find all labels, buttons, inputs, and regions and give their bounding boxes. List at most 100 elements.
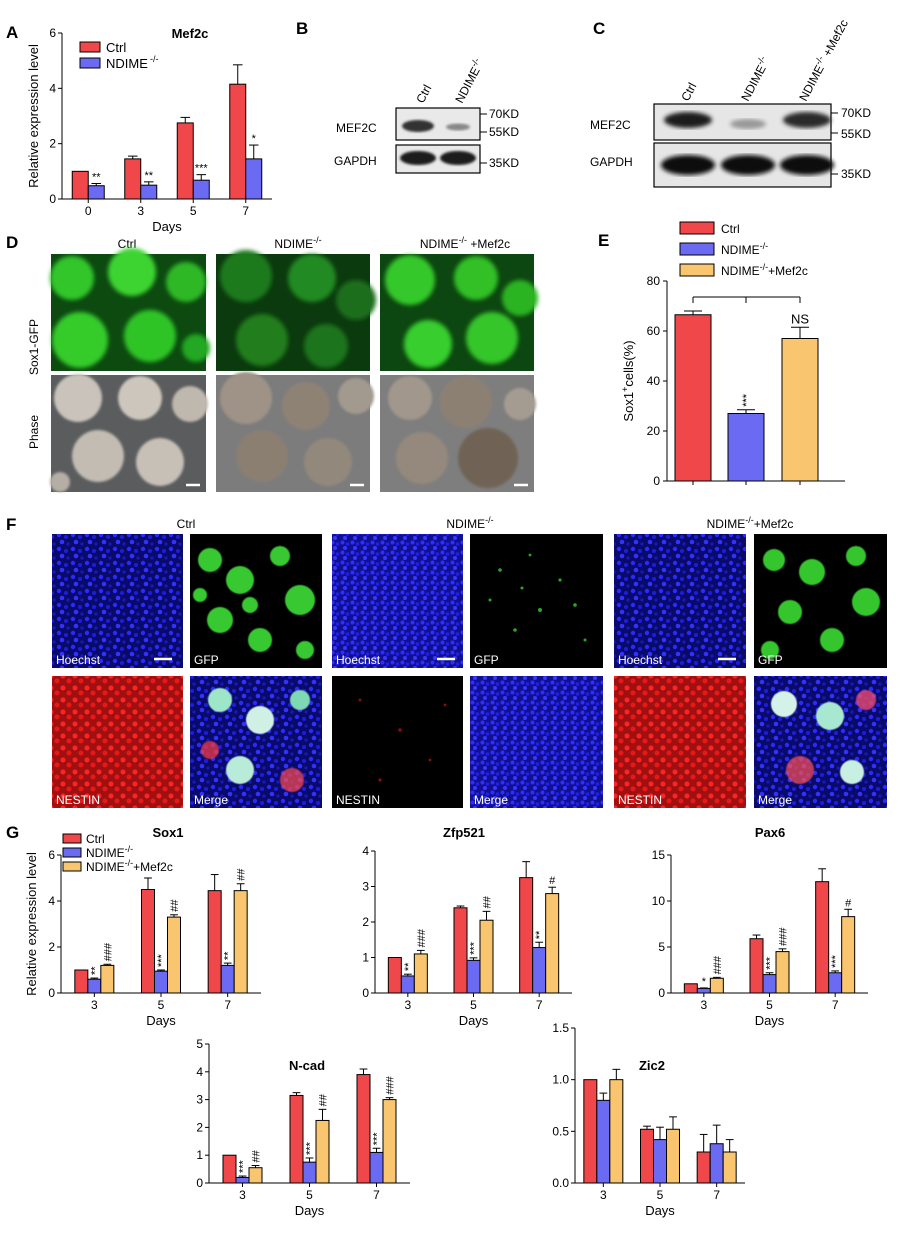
panel-a: A 0 2 4 6 0 ** 3 ** 5 *** 7 * Mef2c Days Relative expr…: [6, 23, 272, 234]
marker-35kd: 35KD: [489, 156, 519, 170]
x-tick-label: 5: [190, 204, 197, 218]
significance-label: ***: [156, 953, 168, 967]
bar: [609, 1079, 624, 1184]
group-label-ndime-mef2c: NDIME-/-+Mef2c: [707, 515, 794, 531]
y-tick-label: 0: [362, 986, 369, 1000]
col-label-ctrl: Ctrl: [118, 237, 137, 251]
panel-letter-d: D: [6, 233, 18, 252]
bar: [302, 1161, 317, 1184]
legend-swatch-ndime: [79, 57, 101, 69]
nestin-tile-ndime: [332, 676, 463, 808]
bar: [176, 122, 194, 200]
significance-label: ##: [482, 895, 494, 908]
bar: [519, 877, 534, 994]
bar: [674, 314, 712, 482]
y-tick-label: 3: [362, 880, 369, 894]
row-label-mef2c: MEF2C: [590, 118, 631, 132]
y-tick-label: 2: [362, 915, 369, 929]
bar: [709, 1143, 724, 1184]
chart-title: Mef2c: [172, 26, 209, 41]
band: [780, 155, 834, 175]
phase-tile-ndime: [216, 372, 374, 492]
chart-mef2c: 0 2 4 6 0 ** 3 ** 5 *** 7 * Mef2c Days Relative expres…: [26, 26, 272, 234]
bar: [466, 959, 481, 994]
bar: [841, 916, 856, 994]
significance-label: ##: [236, 868, 248, 881]
significance-label: ***: [195, 163, 209, 175]
bar: [722, 1151, 737, 1184]
bar: [382, 1099, 397, 1184]
bar: [207, 890, 222, 994]
bar: [140, 184, 158, 200]
legend-swatch-ctrl: [62, 833, 82, 844]
lane-label-ndime-mef2c: NDIME-/- +Mef2c: [795, 16, 851, 103]
significance-label: ##: [251, 1149, 263, 1162]
x-axis-label: Days: [152, 219, 182, 234]
bar: [596, 1099, 611, 1184]
hoechst-tile-ndime: [332, 534, 463, 668]
gfp-tile-f-ctrl: [190, 534, 322, 668]
bar: [167, 916, 181, 994]
significance-label: ###: [712, 955, 724, 974]
y-tick-label: 1.0: [552, 1073, 569, 1087]
tile-label-gfp: GFP: [758, 653, 783, 667]
bar: [315, 1119, 330, 1184]
significance-label: ***: [741, 393, 753, 407]
tile-label-hoechst: Hoechst: [618, 653, 663, 667]
bar: [192, 179, 210, 200]
legend-ctrl: Ctrl: [86, 832, 105, 846]
gfp-tile-f-ndime: [470, 534, 603, 668]
row-label-sox1gfp: Sox1-GFP: [27, 319, 41, 375]
chart-title: N-cad: [289, 1058, 325, 1073]
group-label-ndime: NDIME-/-: [446, 515, 493, 531]
significance-label: **: [403, 962, 415, 971]
bar: [141, 889, 155, 994]
significance-label: **: [92, 172, 101, 184]
bar: [222, 1154, 237, 1184]
row-label-gapdh: GAPDH: [334, 154, 377, 168]
y-tick-label: 6: [48, 848, 55, 862]
significance-label: ###: [385, 1075, 397, 1094]
bar: [387, 957, 402, 994]
significance-label: #: [549, 875, 556, 887]
legend-ndime-sup: -/-: [150, 54, 159, 64]
y-tick-label: 20: [647, 424, 661, 438]
significance-label: ***: [238, 1159, 250, 1173]
y-tick-label: 0: [658, 986, 665, 1000]
chart-sox1-cells: 0 20 40 60 80 *** NS Sox1+cells(%): [620, 274, 845, 488]
y-tick-label: 0: [48, 986, 55, 1000]
nestin-tile-ctrl: [52, 676, 183, 808]
legend-ctrl: Ctrl: [106, 40, 126, 55]
legend-ndime: NDIME-/-: [721, 241, 768, 257]
band: [400, 151, 436, 165]
bar: [781, 338, 819, 482]
bar: [709, 977, 724, 994]
panel-letter-c: C: [593, 19, 605, 38]
chart-zfp521: 0 1 2 3 4 3 ** ### 5 *** ## 7 ** # Zfp521 Days: [362, 825, 572, 1028]
chart-title: Zfp521: [443, 825, 485, 840]
bar: [696, 987, 711, 994]
bar: [532, 947, 547, 994]
y-tick-label: 5: [196, 1037, 203, 1051]
band: [730, 119, 766, 129]
x-tick-label: 7: [832, 998, 839, 1012]
y-tick-label: 80: [647, 274, 661, 288]
y-tick-label: 0: [196, 1176, 203, 1190]
bar: [583, 1079, 598, 1184]
x-tick-label: 5: [657, 1188, 664, 1202]
bar: [235, 1176, 250, 1184]
merge-tile-ndime-mef2c: [754, 676, 887, 808]
band: [783, 112, 831, 128]
y-tick-label: 2: [196, 1120, 203, 1134]
significance-label: ###: [778, 927, 790, 946]
tile-label-hoechst: Hoechst: [56, 653, 101, 667]
x-tick-label: 7: [242, 204, 249, 218]
x-tick-label: 7: [713, 1188, 720, 1202]
y-tick-label: 15: [652, 848, 666, 862]
band: [440, 151, 476, 165]
lane-label-ctrl: Ctrl: [413, 82, 434, 105]
merge-tile-ctrl: [190, 676, 322, 808]
lane-label-ctrl: Ctrl: [678, 80, 699, 103]
